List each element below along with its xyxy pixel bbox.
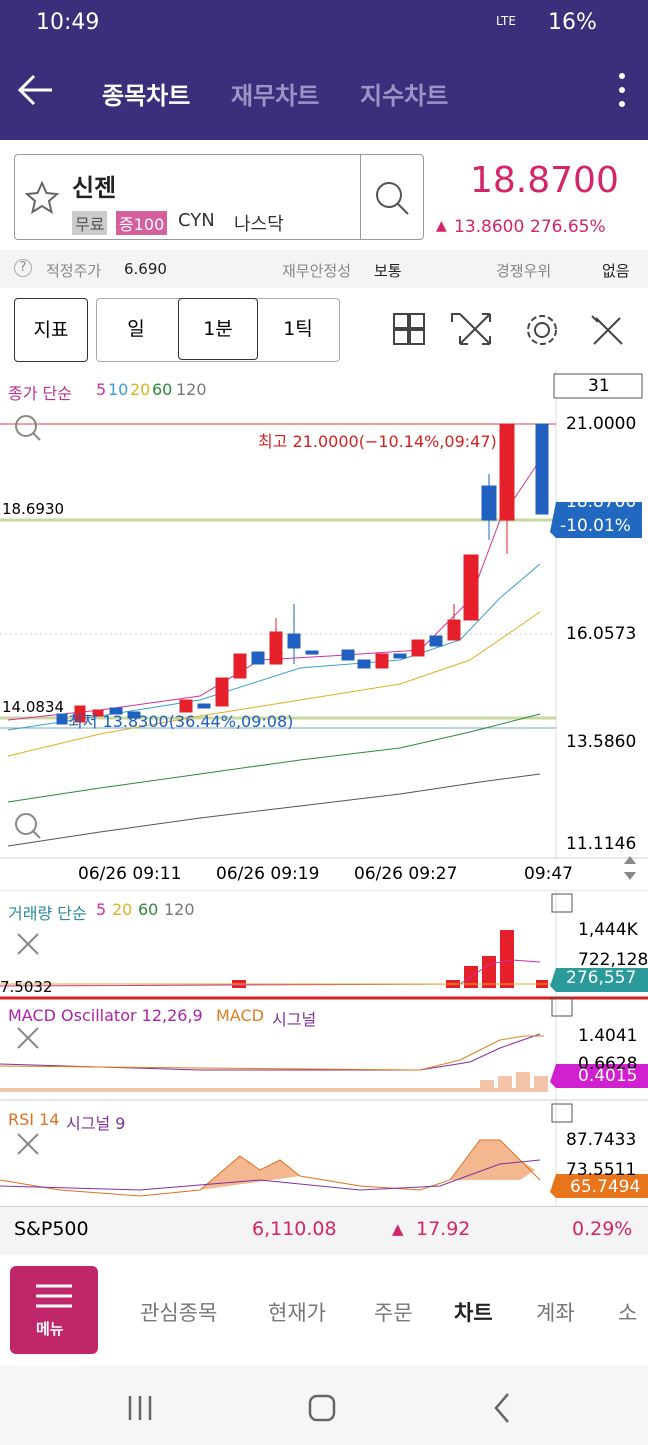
stock-box[interactable] [14, 154, 424, 240]
price-chart [0, 370, 648, 880]
help-icon[interactable]: ? [14, 259, 32, 277]
up-arrow: ▲ [436, 218, 447, 234]
current-pct: -10.01% [560, 516, 631, 536]
axis-label: 0.6628 [578, 1054, 638, 1074]
market: 나스닥 [234, 214, 284, 235]
line-label: 7.5032 [0, 978, 53, 996]
axis-label: 722,128 [578, 950, 648, 970]
nav-item[interactable]: 주문 [374, 1301, 413, 1325]
menu-button[interactable] [10, 1266, 98, 1354]
info-label: 재무안정성 [282, 262, 352, 280]
legend-period: 10 [108, 380, 129, 399]
x-label: 06/26 09:11 [78, 864, 182, 884]
current-volume: 276,557 [566, 968, 637, 988]
info-label: 적정주가 [46, 262, 102, 280]
axis-label: 11.1146 [566, 834, 637, 854]
search-button[interactable] [372, 178, 412, 218]
nav-item[interactable]: 현재가 [268, 1301, 326, 1325]
current-rsi: 65.7494 [570, 1177, 641, 1197]
indicator-button[interactable]: 지표 [14, 298, 88, 362]
favorite-star[interactable] [24, 180, 60, 216]
ticker-name: S&P500 [14, 1218, 89, 1240]
x-label: 06/26 09:19 [216, 864, 320, 884]
menu-icon [36, 1284, 72, 1308]
low-note: 최저 13.8300(36.44%,09:08) [68, 712, 294, 731]
info-label: 경쟁우위 [496, 262, 552, 280]
legend: 종가 단순 [8, 384, 72, 403]
legend-signal: 시그널 [272, 1010, 317, 1029]
legend-period: 60 [152, 380, 173, 399]
legend-period: 20 [130, 380, 151, 399]
legend-period: 5 [96, 900, 107, 919]
legend-period: 5 [96, 380, 107, 399]
change: 13.8600 [454, 217, 525, 237]
info-value: 보통 [374, 262, 402, 280]
info-value: 6.690 [124, 260, 167, 278]
legend: MACD Oscillator 12,26,9 [8, 1006, 203, 1025]
ticker-value: 6,110.08 [252, 1218, 337, 1240]
ticker-change: 17.92 [416, 1218, 471, 1240]
x-label: 09:47 [524, 864, 573, 884]
info-row [0, 250, 648, 288]
current-macd: 0.4015 [578, 1066, 638, 1086]
system-nav [0, 1366, 648, 1445]
current-price: 18.8700 [566, 492, 637, 512]
x-label: 06/26 09:27 [354, 864, 458, 884]
axis-label: 13.5860 [566, 732, 637, 752]
axis-label: 16.0573 [566, 624, 637, 644]
sub-charts [0, 890, 648, 1206]
tag: 무료 [72, 211, 108, 235]
candle-count[interactable]: 31 [588, 376, 610, 396]
nav-item[interactable]: 계좌 [536, 1301, 575, 1325]
legend-period: 120 [176, 380, 207, 399]
tab[interactable]: 종목차트 [102, 82, 191, 110]
back-button[interactable] [16, 72, 56, 108]
up-arrow: ▲ [392, 1220, 404, 1238]
legend-line: MACD [216, 1006, 264, 1025]
tab[interactable]: 지수차트 [360, 82, 449, 110]
legend-period: 120 [164, 900, 195, 919]
line-label: 18.6930 [2, 500, 65, 518]
symbol: CYN [178, 210, 215, 231]
period-button[interactable]: 일 [127, 318, 145, 340]
high-note: 최고 21.0000(−10.14%,09:47) [258, 432, 497, 451]
system-buttons[interactable] [120, 1390, 530, 1426]
tag: 증100 [116, 211, 168, 235]
legend-period: 20 [112, 900, 133, 919]
ticker-pct: 0.29% [572, 1218, 633, 1240]
battery: 16% [548, 10, 597, 35]
ticker-bar[interactable] [0, 1206, 648, 1255]
stock-name: 신젠 [72, 174, 117, 202]
legend: 거래량 단순 [8, 904, 87, 923]
nav-item[interactable]: 차트 [454, 1301, 493, 1325]
nav-item[interactable]: 소 [618, 1301, 638, 1325]
clock: 10:49 [36, 10, 100, 35]
axis-label: 73.5511 [566, 1160, 637, 1180]
divider [360, 155, 361, 239]
line-label: 14.0834 [2, 698, 65, 716]
period-button[interactable]: 1틱 [283, 318, 313, 340]
more-menu[interactable] [612, 70, 632, 110]
axis-label: 1,444K [578, 920, 638, 940]
menu-label: 메뉴 [36, 1320, 64, 1338]
axis-label: 21.0000 [566, 414, 637, 434]
info-value: 없음 [602, 262, 630, 280]
nav-item[interactable]: 관심종목 [140, 1301, 218, 1325]
legend-period: 60 [138, 900, 159, 919]
axis-label: 1.4041 [578, 1026, 638, 1046]
period-button[interactable]: 1분 [178, 298, 258, 360]
legend: RSI 14 [8, 1110, 60, 1129]
header [0, 0, 648, 140]
tool-icons[interactable] [390, 310, 638, 350]
network: LTE [496, 14, 516, 28]
axis-label: 87.7433 [566, 1130, 637, 1150]
legend-signal: 시그널 9 [66, 1114, 126, 1133]
change-pct: 276.65% [530, 217, 606, 237]
price: 18.8700 [470, 160, 619, 201]
tab[interactable]: 재무차트 [231, 82, 320, 110]
